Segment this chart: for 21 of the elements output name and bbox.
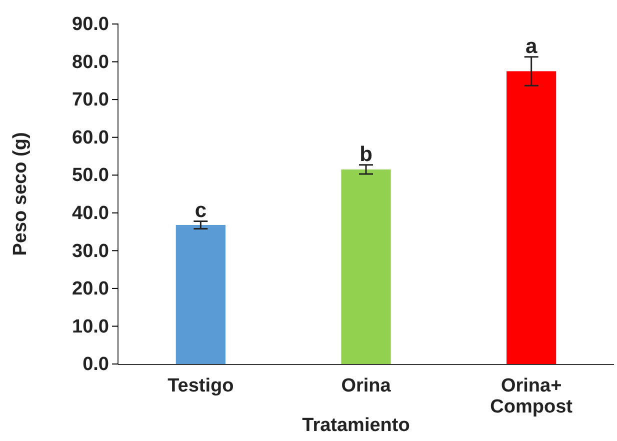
x-axis-title: Tratamiento xyxy=(302,415,410,436)
annotation: b xyxy=(360,142,372,166)
y-tick-label: 20.0 xyxy=(72,278,109,300)
y-tick-label: 70.0 xyxy=(72,90,109,111)
y-tick-label: 40.0 xyxy=(72,202,109,224)
y-tick-label: 0.0 xyxy=(82,354,109,376)
bar xyxy=(176,224,226,364)
y-tick-label: 90.0 xyxy=(72,14,109,36)
bar xyxy=(506,71,556,364)
y-tick-label: 80.0 xyxy=(72,52,109,73)
y-tick-label: 60.0 xyxy=(72,127,109,148)
y-tick-label: 50.0 xyxy=(72,165,109,186)
y-axis-title: Peso seco (g) xyxy=(10,132,31,256)
bar xyxy=(341,169,391,364)
annotation: a xyxy=(525,34,538,58)
x-tick-label: Testigo xyxy=(168,376,234,397)
y-tick-label: 10.0 xyxy=(72,316,109,338)
x-tick-label: Orina+ Compost xyxy=(490,376,574,418)
x-tick-label: Orina xyxy=(341,376,392,397)
y-tick-label: 30.0 xyxy=(72,240,109,262)
annotation: c xyxy=(194,199,207,222)
